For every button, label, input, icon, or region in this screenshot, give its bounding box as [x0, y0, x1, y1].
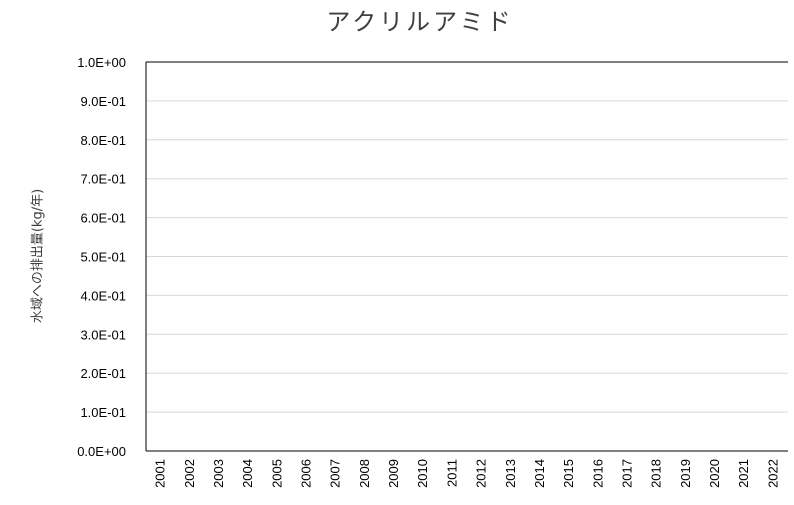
x-tick-label: 2002	[182, 459, 197, 488]
x-tick-label: 2017	[620, 459, 635, 488]
x-tick-label: 2007	[328, 459, 343, 488]
x-tick-label: 2011	[444, 459, 459, 487]
y-tick-label: 0.0E+00	[77, 444, 126, 459]
x-tick-label: 2012	[474, 459, 489, 488]
x-tick-label: 2003	[211, 459, 226, 488]
y-tick-label: 8.0E-01	[80, 133, 126, 148]
x-tick-label: 2009	[386, 459, 401, 488]
y-tick-label: 7.0E-01	[80, 172, 126, 187]
x-tick-label: 2020	[707, 459, 722, 488]
x-tick-label: 2015	[561, 459, 576, 488]
y-tick-label: 4.0E-01	[80, 288, 126, 303]
x-tick-labels: 2001 2002 2003 2004 2005 2006 2007 2008 2009 2010…	[153, 459, 781, 488]
y-tick-label: 1.0E+00	[77, 55, 126, 70]
x-tick-label: 2021	[736, 459, 751, 488]
axes-layer	[145, 61, 788, 452]
x-tick-label: 2005	[269, 459, 284, 488]
x-tick-label: 2014	[532, 459, 547, 488]
y-tick-labels: 0.0E+00 1.0E-01 2.0E-01 3.0E-01 4.0E-01 5.0E-…	[77, 55, 126, 459]
x-tick-label: 2008	[357, 459, 372, 488]
y-axis-label: 水域への排出量(kg/年)	[31, 189, 46, 323]
y-tick-label: 1.0E-01	[80, 405, 126, 420]
x-tick-label: 2018	[649, 459, 664, 488]
x-tick-label: 2019	[678, 459, 693, 488]
x-tick-label: 2006	[299, 459, 314, 488]
x-tick-label: 2013	[503, 459, 518, 488]
y-tick-label: 9.0E-01	[80, 94, 126, 109]
grid-layer	[146, 61, 788, 413]
y-tick-label: 3.0E-01	[80, 327, 126, 342]
x-tick-label: 2022	[765, 459, 780, 488]
y-tick-label: 6.0E-01	[80, 211, 126, 226]
y-tick-label: 5.0E-01	[80, 250, 126, 265]
x-tick-label: 2004	[240, 459, 255, 488]
x-tick-label: 2016	[590, 459, 605, 488]
x-tick-label: 2010	[415, 459, 430, 488]
chart-title: アクリルアミド	[326, 8, 513, 36]
y-tick-label: 2.0E-01	[80, 366, 126, 381]
x-tick-label: 2001	[153, 459, 168, 488]
